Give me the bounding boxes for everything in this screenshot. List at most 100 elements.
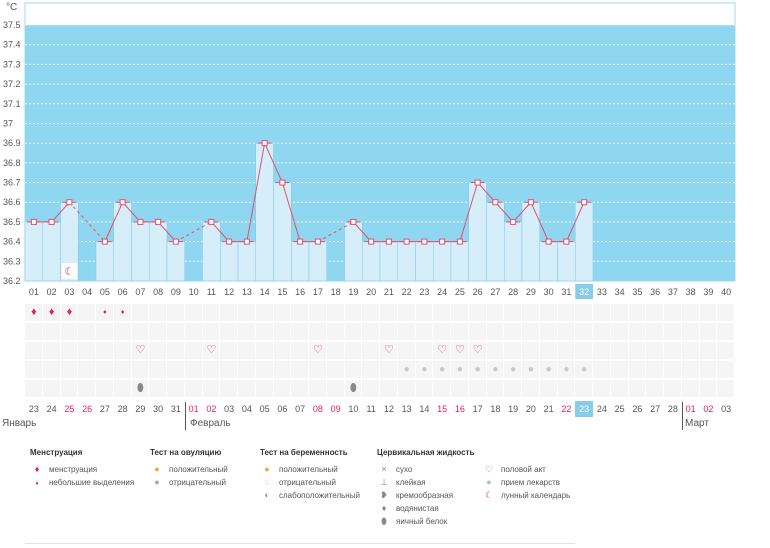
calendar-date[interactable]: 19	[508, 404, 519, 414]
marker-cell[interactable]	[504, 380, 521, 397]
marker-cell[interactable]	[610, 342, 628, 359]
marker-cell[interactable]	[202, 304, 220, 321]
marker-cell[interactable]	[42, 342, 60, 359]
marker-cell[interactable]	[60, 361, 78, 378]
marker-cell[interactable]	[451, 361, 468, 378]
calendar-date[interactable]: 07	[295, 404, 306, 414]
marker-cell[interactable]	[610, 304, 628, 321]
marker-cell[interactable]	[362, 304, 379, 321]
calendar-date[interactable]: 28	[667, 404, 678, 414]
calendar-date[interactable]: 16	[454, 404, 465, 414]
marker-cell[interactable]	[149, 342, 166, 359]
marker-cell[interactable]	[486, 304, 504, 321]
marker-cell[interactable]	[113, 304, 131, 321]
marker-cell[interactable]	[646, 323, 663, 340]
marker-cell[interactable]	[220, 304, 237, 321]
marker-cell[interactable]	[504, 304, 521, 321]
marker-cell[interactable]	[380, 380, 397, 397]
marker-cell[interactable]	[220, 361, 237, 378]
calendar-date[interactable]: 23	[28, 404, 39, 414]
marker-cell[interactable]	[628, 304, 646, 321]
marker-cell[interactable]	[486, 380, 504, 397]
marker-cell[interactable]	[415, 342, 433, 359]
marker-cell[interactable]	[202, 361, 220, 378]
marker-cell[interactable]	[397, 342, 415, 359]
marker-cell[interactable]	[522, 304, 539, 321]
marker-cell[interactable]	[504, 323, 521, 340]
marker-cell[interactable]	[113, 342, 131, 359]
marker-cell[interactable]	[167, 380, 184, 397]
calendar-date[interactable]: 29	[135, 404, 146, 414]
calendar-date[interactable]: 24	[596, 404, 607, 414]
marker-cell[interactable]	[149, 380, 166, 397]
calendar-date[interactable]: 27	[650, 404, 661, 414]
marker-cell[interactable]	[362, 323, 379, 340]
marker-cell[interactable]	[681, 361, 699, 378]
marker-cell[interactable]	[451, 380, 468, 397]
marker-cell[interactable]	[78, 342, 95, 359]
marker-cell[interactable]	[468, 361, 486, 378]
marker-cell[interactable]	[539, 361, 557, 378]
marker-cell[interactable]	[664, 342, 681, 359]
marker-cell[interactable]	[184, 342, 202, 359]
marker-cell[interactable]	[433, 361, 450, 378]
marker-cell[interactable]	[291, 342, 308, 359]
calendar-date[interactable]: 26	[632, 404, 643, 414]
marker-cell[interactable]	[167, 323, 184, 340]
marker-cell[interactable]	[415, 304, 433, 321]
marker-cell[interactable]	[557, 323, 575, 340]
marker-cell[interactable]	[468, 380, 486, 397]
marker-cell[interactable]	[664, 323, 681, 340]
marker-cell[interactable]	[699, 342, 717, 359]
marker-cell[interactable]	[167, 361, 184, 378]
calendar-date[interactable]: 23	[575, 401, 593, 417]
calendar-date[interactable]: 02	[206, 404, 217, 414]
marker-cell[interactable]	[362, 380, 379, 397]
marker-cell[interactable]	[699, 323, 717, 340]
marker-cell[interactable]	[397, 361, 415, 378]
marker-cell[interactable]	[557, 361, 575, 378]
marker-cell[interactable]	[362, 361, 379, 378]
marker-cell[interactable]	[42, 304, 60, 321]
marker-cell[interactable]	[309, 380, 326, 397]
marker-cell[interactable]	[96, 304, 113, 321]
calendar-date[interactable]: 03	[224, 404, 235, 414]
calendar-date[interactable]: 11	[366, 404, 376, 414]
marker-cell[interactable]	[184, 323, 202, 340]
marker-cell[interactable]	[255, 361, 273, 378]
marker-cell[interactable]	[344, 304, 362, 321]
marker-cell[interactable]	[60, 304, 78, 321]
marker-cell[interactable]	[628, 323, 646, 340]
marker-cell[interactable]	[131, 380, 149, 397]
marker-cell[interactable]	[273, 380, 291, 397]
marker-cell[interactable]	[415, 361, 433, 378]
marker-cell[interactable]	[238, 323, 255, 340]
marker-cell[interactable]	[397, 380, 415, 397]
calendar-date[interactable]: 02	[703, 404, 714, 414]
marker-cell[interactable]	[646, 361, 663, 378]
marker-cell[interactable]	[415, 380, 433, 397]
marker-cell[interactable]	[433, 304, 450, 321]
marker-cell[interactable]	[25, 361, 42, 378]
marker-cell[interactable]	[25, 380, 42, 397]
marker-cell[interactable]	[131, 323, 149, 340]
calendar-date[interactable]: 28	[117, 404, 128, 414]
calendar-date[interactable]: 21	[543, 404, 554, 414]
marker-cell[interactable]	[309, 304, 326, 321]
marker-cell[interactable]	[25, 323, 42, 340]
marker-cell[interactable]	[167, 304, 184, 321]
marker-cell[interactable]	[344, 342, 362, 359]
marker-cell[interactable]	[415, 323, 433, 340]
marker-cell[interactable]	[273, 304, 291, 321]
calendar-date[interactable]: 18	[490, 404, 501, 414]
marker-cell[interactable]	[522, 323, 539, 340]
marker-cell[interactable]	[273, 323, 291, 340]
marker-cell[interactable]	[25, 342, 42, 359]
marker-cell[interactable]	[42, 323, 60, 340]
marker-cell[interactable]	[326, 342, 344, 359]
marker-cell[interactable]	[149, 323, 166, 340]
marker-cell[interactable]	[717, 323, 734, 340]
marker-cell[interactable]	[539, 304, 557, 321]
marker-cell[interactable]	[78, 380, 95, 397]
marker-cell[interactable]	[326, 304, 344, 321]
